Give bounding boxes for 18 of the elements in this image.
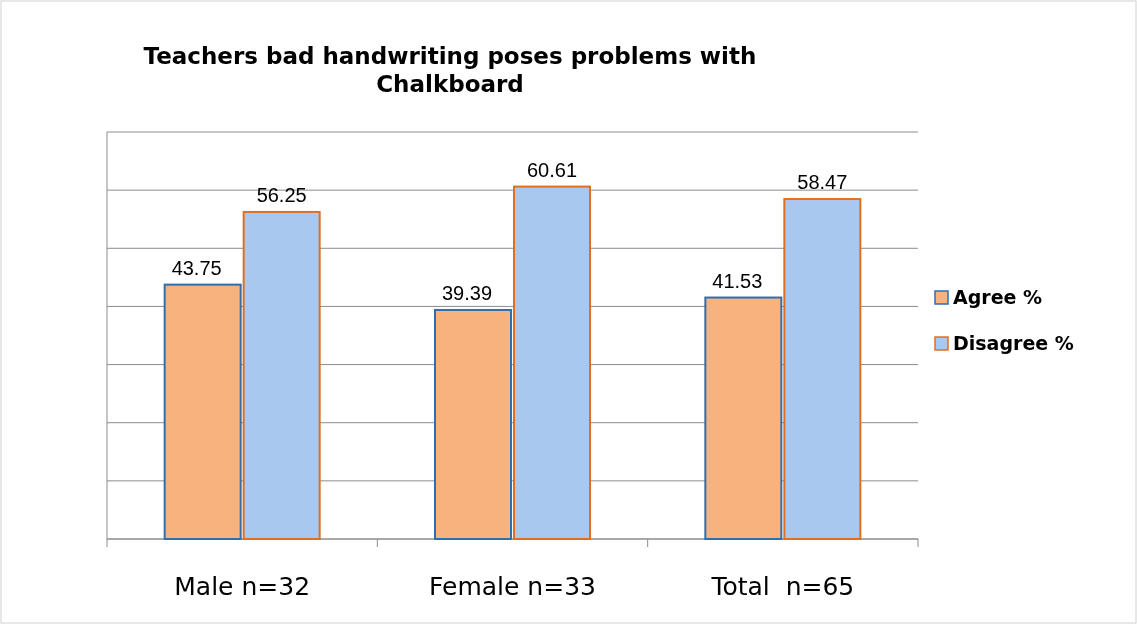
bar (513, 185, 591, 540)
bar (783, 198, 862, 540)
bar (163, 283, 242, 540)
data-label: 41.53 (712, 269, 763, 292)
bar (434, 308, 512, 540)
chart-title: Teachers bad handwriting poses problems with Chalkboard (143, 43, 757, 97)
legend-label: Agree % (953, 286, 1043, 308)
bar (704, 296, 783, 540)
x-tick-label: Total n=65 (710, 572, 855, 601)
data-label: 56.25 (256, 183, 307, 206)
data-label: 43.75 (171, 256, 222, 279)
data-label: 39.39 (441, 281, 493, 304)
data-label: 60.61 (526, 158, 578, 181)
legend-label: Disagree % (953, 332, 1074, 354)
bar (242, 210, 321, 540)
x-tick-label: Female n=33 (429, 572, 596, 601)
data-label: 58.47 (797, 171, 848, 194)
x-tick-label: Male n=32 (174, 572, 311, 601)
